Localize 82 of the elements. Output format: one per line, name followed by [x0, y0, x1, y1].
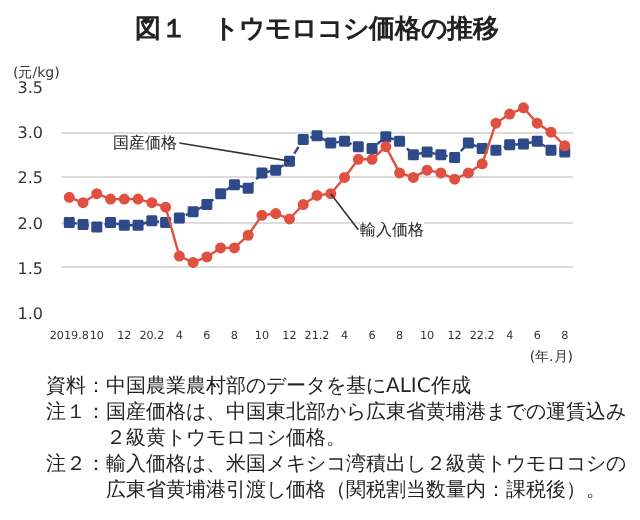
point [105, 193, 117, 205]
y-tick-label: 2.5 [17, 169, 44, 188]
point [215, 188, 227, 200]
point [449, 152, 461, 164]
point [270, 164, 282, 176]
point [517, 102, 529, 114]
point [283, 155, 295, 167]
point [201, 251, 213, 263]
point [421, 164, 433, 176]
point [545, 126, 557, 138]
text: 資料：中国農業農村部のデータを基にALIC作成 [46, 374, 473, 400]
point [242, 182, 254, 194]
point [146, 215, 158, 227]
point [421, 146, 433, 158]
point [91, 188, 103, 200]
point [311, 130, 323, 142]
point [297, 199, 309, 211]
chart-title: 図１ トウモロコシ価格の推移 [135, 15, 499, 45]
point [490, 144, 502, 156]
point [531, 117, 543, 129]
point [504, 108, 516, 120]
point [270, 208, 282, 220]
y-tick-label: 2.0 [17, 214, 44, 233]
point [380, 131, 392, 143]
point [435, 149, 447, 161]
point [352, 153, 364, 165]
point [187, 256, 199, 268]
y-tick-label: 3.0 [17, 124, 44, 143]
text: 注１：国産価格は、中国東北部から広東省黄埔港までの運賃込み２級黄トウモロコシ価格。 [46, 400, 628, 452]
point [407, 149, 419, 161]
text: 注２：輸入価格は、米国メキシコ湾積出し２級黄トウモロコシの広東省黄埔港引渡し価格（関税割当数量内：課税後）。 [46, 452, 628, 504]
point [215, 242, 227, 254]
point [63, 191, 75, 203]
text: 国産価格 [113, 134, 178, 153]
point [256, 209, 268, 221]
point [311, 189, 323, 201]
point [339, 135, 351, 147]
point [146, 197, 158, 209]
point [366, 153, 378, 165]
point [462, 137, 474, 149]
point [394, 135, 406, 147]
y-tick-label: 3.5 [17, 79, 44, 97]
point [490, 117, 502, 129]
point [105, 217, 117, 229]
point [256, 167, 268, 179]
point [118, 219, 130, 231]
point [476, 158, 488, 170]
point [283, 213, 295, 225]
point [407, 171, 419, 183]
y-tick-label: 1.5 [17, 259, 44, 278]
point [504, 139, 516, 151]
point [160, 201, 172, 213]
point [449, 173, 461, 185]
point [435, 167, 447, 179]
point [201, 199, 213, 211]
text: 輸入価格 [360, 220, 425, 239]
point [339, 171, 351, 183]
point [394, 167, 406, 179]
point [132, 219, 144, 231]
point [352, 141, 364, 153]
point [380, 141, 392, 153]
point [91, 221, 103, 233]
y-tick-label: 1.0 [17, 305, 44, 323]
point [242, 229, 254, 241]
point [366, 142, 378, 154]
point [132, 193, 144, 205]
point [228, 242, 240, 254]
point [517, 138, 529, 150]
point [297, 133, 309, 145]
point [77, 197, 89, 209]
point [559, 140, 571, 152]
point [118, 193, 130, 205]
point [173, 250, 185, 262]
point [77, 218, 89, 230]
point [173, 212, 185, 224]
point [187, 206, 199, 218]
point [531, 135, 543, 147]
point [462, 167, 474, 179]
point [228, 179, 240, 191]
point [545, 144, 557, 156]
point [325, 137, 337, 149]
point [63, 217, 75, 229]
